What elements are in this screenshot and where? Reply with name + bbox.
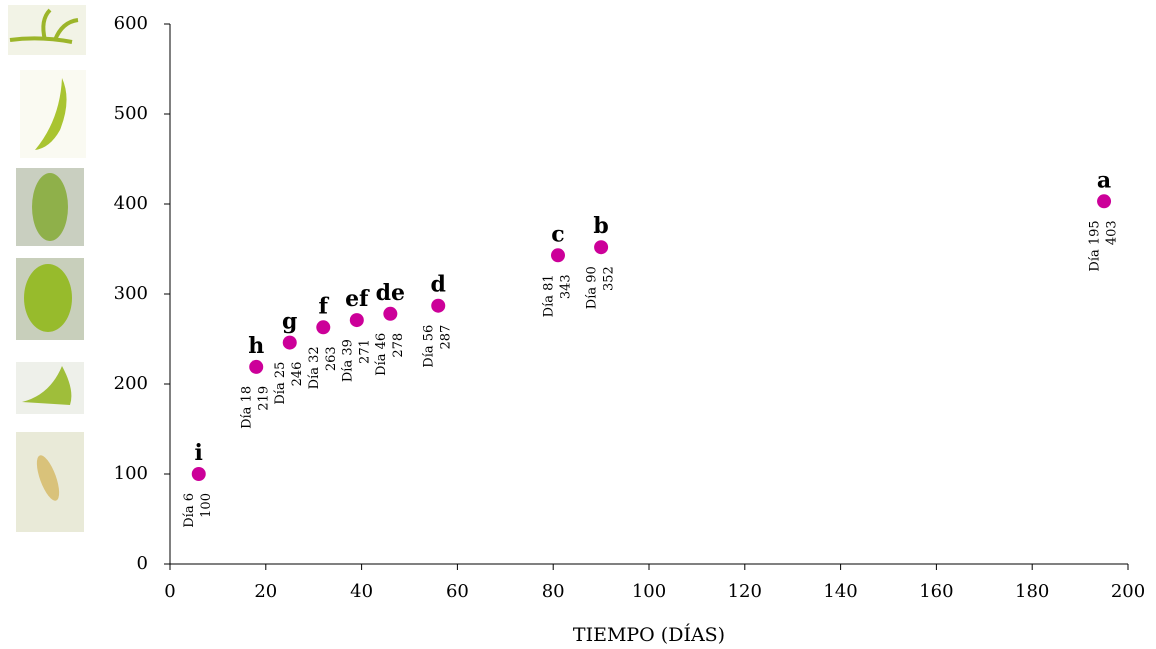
photo-plant bbox=[24, 264, 72, 332]
point-label: Día 32 bbox=[307, 346, 322, 389]
point bbox=[282, 335, 297, 350]
value-label: 403 bbox=[1105, 220, 1120, 245]
y-tick-label: 300 bbox=[114, 283, 148, 304]
y-tick-label: 0 bbox=[137, 553, 148, 574]
y-tick-label: 400 bbox=[114, 193, 148, 214]
stage-photos bbox=[8, 5, 86, 532]
point-label: Día 81 bbox=[541, 274, 556, 317]
letter-label: de bbox=[376, 280, 405, 306]
y-tick-label: 100 bbox=[114, 463, 148, 484]
point-label: Día 90 bbox=[585, 266, 600, 309]
x-axis-label: TIEMPO (DÍAS) bbox=[573, 623, 725, 646]
photo bbox=[20, 70, 86, 158]
point bbox=[383, 306, 398, 321]
photo-plant bbox=[35, 78, 67, 150]
letter-label: i bbox=[195, 440, 203, 466]
value-label: 246 bbox=[290, 362, 305, 387]
letter-label: ef bbox=[345, 286, 370, 312]
value-label: 219 bbox=[257, 386, 272, 411]
value-label: 271 bbox=[357, 339, 372, 364]
x-tick-label: 140 bbox=[823, 581, 857, 602]
point bbox=[550, 248, 565, 263]
value-label: 287 bbox=[439, 325, 454, 350]
letter-label: g bbox=[282, 309, 297, 335]
point bbox=[1097, 194, 1112, 209]
value-label: 278 bbox=[391, 333, 406, 358]
x-tick-label: 80 bbox=[542, 581, 565, 602]
x-tick-label: 20 bbox=[254, 581, 277, 602]
y-tick-label: 200 bbox=[114, 373, 148, 394]
y-tick-label: 600 bbox=[114, 13, 148, 34]
x-tick-label: 100 bbox=[632, 581, 666, 602]
point-label: Día 39 bbox=[340, 339, 355, 382]
x-tick-label: 0 bbox=[164, 581, 175, 602]
point bbox=[431, 298, 446, 313]
point-label: Día 195 bbox=[1088, 220, 1103, 271]
x-tick-label: 60 bbox=[446, 581, 469, 602]
x-tick-label: 40 bbox=[350, 581, 373, 602]
photo-plant bbox=[9, 8, 79, 44]
point bbox=[594, 240, 609, 255]
point-label: Día 56 bbox=[422, 325, 437, 368]
x-tick-label: 200 bbox=[1111, 581, 1145, 602]
photo-plant bbox=[22, 366, 72, 405]
point bbox=[316, 320, 331, 335]
value-label: 352 bbox=[602, 266, 617, 291]
letter-label: c bbox=[551, 221, 564, 247]
point bbox=[349, 313, 364, 328]
letter-label: b bbox=[593, 213, 608, 239]
value-label: 263 bbox=[324, 346, 339, 371]
photo-plant bbox=[32, 173, 68, 241]
letter-label: d bbox=[431, 272, 446, 298]
photo-plant bbox=[36, 455, 60, 501]
x-tick-label: 120 bbox=[728, 581, 762, 602]
point-label: Día 18 bbox=[240, 386, 255, 429]
point-label: Día 46 bbox=[374, 333, 389, 376]
point bbox=[249, 359, 264, 374]
value-label: 100 bbox=[199, 493, 214, 518]
x-tick-label: 180 bbox=[1015, 581, 1049, 602]
x-tick-label: 160 bbox=[919, 581, 953, 602]
letter-label: a bbox=[1097, 167, 1111, 193]
point bbox=[191, 467, 206, 481]
y-tick-label: 500 bbox=[114, 103, 148, 124]
point-label: Día 25 bbox=[273, 362, 288, 405]
letter-label: h bbox=[248, 333, 264, 359]
value-label: 343 bbox=[558, 274, 573, 299]
letter-label: f bbox=[319, 293, 330, 319]
point-label: Día 6 bbox=[182, 493, 197, 528]
